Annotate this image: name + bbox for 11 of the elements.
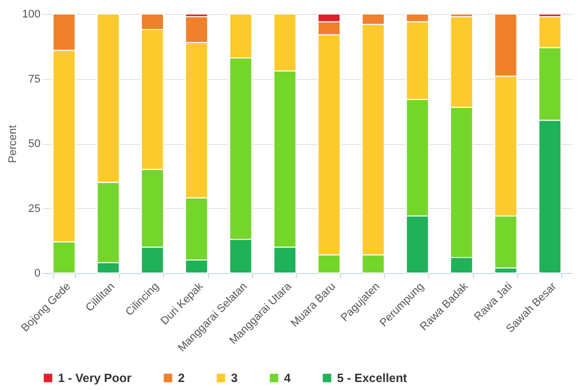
- legend-label: 5 - Excellent: [337, 371, 408, 385]
- y-tick-label: 0: [34, 268, 40, 280]
- y-tick-label: 50: [28, 138, 40, 150]
- legend-label: 3: [231, 371, 238, 385]
- y-tick-label: 75: [28, 73, 40, 86]
- legend-label: 2: [178, 371, 185, 385]
- y-axis-title: Percent: [7, 125, 20, 163]
- y-tick-label: 100: [22, 8, 40, 20]
- y-tick-label: 25: [28, 202, 40, 215]
- legend-label: 4: [284, 371, 291, 385]
- legend-label: 1 - Very Poor: [58, 371, 132, 385]
